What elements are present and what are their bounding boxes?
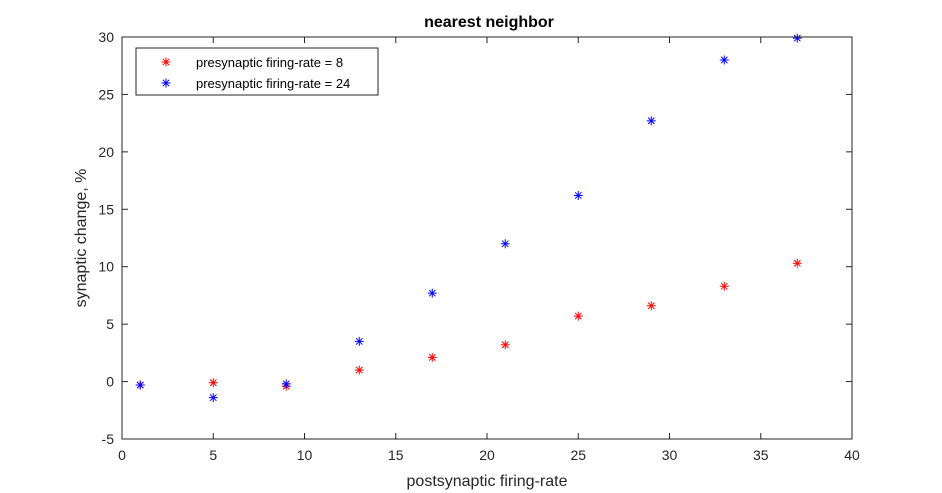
x-tick-label: 40 (844, 447, 860, 463)
y-tick-label: 30 (98, 29, 114, 45)
data-points (135, 33, 802, 403)
plot-frame (121, 36, 853, 440)
x-tick-label: 10 (297, 447, 313, 463)
data-point-series-2 (281, 379, 291, 389)
legend-marker-series-1 (161, 57, 171, 67)
y-axis-label: synaptic change, % (73, 169, 90, 308)
legend-box (135, 47, 379, 96)
plot-background (122, 37, 852, 439)
data-point-series-2 (500, 239, 510, 249)
y-tick-label: 0 (106, 374, 114, 390)
x-tick-label: 0 (118, 447, 126, 463)
data-point-series-1 (208, 378, 218, 388)
legend-asterisk-series-2 (161, 78, 171, 88)
x-tick-label: 25 (570, 447, 586, 463)
x-tick-label: 30 (662, 447, 678, 463)
x-axis-ticks: 0 5 10 15 20 25 30 35 40 (118, 37, 860, 463)
data-point-series-1 (500, 340, 510, 350)
y-tick-label: 25 (98, 86, 114, 102)
chart-title: nearest neighbor (424, 14, 554, 31)
y-tick-label: 15 (98, 201, 114, 217)
data-point-series-2 (792, 33, 802, 43)
data-point-series-2 (135, 380, 145, 390)
x-tick-label: 35 (753, 447, 769, 463)
x-tick-label: 5 (209, 447, 217, 463)
y-tick-label: 5 (106, 316, 114, 332)
data-point-series-1 (646, 301, 656, 311)
legend: presynaptic firing-rate = 8 presynaptic … (135, 47, 379, 96)
legend-marker-series-2 (161, 78, 171, 88)
x-axis-label: postsynaptic firing-rate (407, 473, 568, 490)
data-point-series-1 (792, 258, 802, 268)
y-tick-label: 20 (98, 144, 114, 160)
data-point-series-2 (573, 191, 583, 201)
data-point-series-2 (208, 393, 218, 403)
y-axis-ticks: -5 0 5 10 15 20 25 30 (98, 29, 852, 447)
data-point-series-2 (719, 55, 729, 65)
data-point-series-1 (427, 352, 437, 362)
legend-asterisk-series-1 (161, 57, 171, 67)
data-point-series-1 (719, 281, 729, 291)
data-point-series-1 (573, 311, 583, 321)
data-point-series-2 (646, 116, 656, 126)
legend-label-series-2: presynaptic firing-rate = 24 (196, 76, 350, 91)
y-tick-label: -5 (102, 431, 115, 447)
legend-label-series-1: presynaptic firing-rate = 8 (196, 55, 343, 70)
data-point-series-2 (427, 288, 437, 298)
y-tick-label: 10 (98, 259, 114, 275)
data-point-series-2 (354, 336, 364, 346)
x-tick-label: 15 (388, 447, 404, 463)
data-point-series-1 (354, 365, 364, 375)
x-tick-label: 20 (479, 447, 495, 463)
